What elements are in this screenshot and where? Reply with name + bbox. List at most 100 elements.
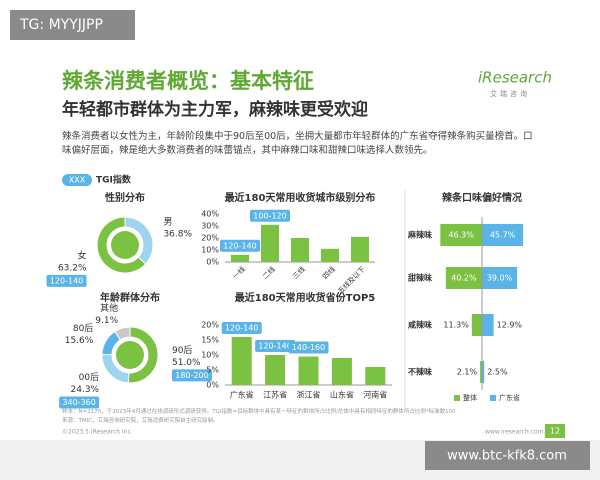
- tgi-pill: [220, 239, 260, 252]
- tgi-label: 120-140: [50, 276, 83, 285]
- url: www.iresearch.com.cn: [485, 429, 553, 436]
- bar: [261, 224, 279, 262]
- tgi-label: 120-140: [223, 241, 256, 250]
- legend-sample: XXX: [69, 176, 86, 185]
- tgi-label: 100-120: [253, 211, 286, 220]
- category-label: 咸辣味: [408, 320, 432, 330]
- category-label: 麻辣味: [407, 230, 432, 240]
- slice-label: 其他: [100, 302, 118, 314]
- category-label: 甜辣味: [408, 273, 432, 283]
- tgi-pill: [255, 340, 296, 352]
- tgi-label: 140-160: [292, 343, 325, 352]
- tgi-pill: [59, 396, 100, 409]
- center-icon: [111, 231, 139, 259]
- value-label: 39.0%: [487, 274, 513, 283]
- bar: [482, 224, 524, 246]
- chart-title: 辣条口味偏好情况: [442, 191, 522, 204]
- slice-label: 女: [78, 249, 87, 261]
- y-tick-label: 0%: [206, 258, 219, 267]
- donut-slice: [114, 326, 131, 341]
- bar: [445, 267, 482, 289]
- value-label: 12.9%: [497, 321, 523, 330]
- slice-label: 80后: [73, 323, 93, 334]
- legend-label: 广东省: [499, 393, 520, 402]
- category-label: 不辣味: [408, 367, 432, 377]
- x-tick-label: 三线: [291, 264, 307, 280]
- tgi-pill: [46, 274, 87, 287]
- source: 来源：TMIC，艾瑞咨询研究院，艾瑞消费研究院自主研究绘制。: [62, 418, 219, 424]
- chart-title: 最近180天常用收货城市级别分布: [225, 191, 376, 204]
- legend-pill: [62, 174, 92, 186]
- chart-title: 最近180天常用收货省份TOP5: [235, 291, 376, 304]
- slice-value: 24.3%: [71, 385, 100, 395]
- watermark-box: [425, 441, 590, 470]
- slice-value: 36.8%: [163, 230, 192, 240]
- y-tick-label: 10%: [201, 351, 219, 360]
- logo-sub: 艾瑞咨询: [490, 89, 530, 98]
- x-tick-label: 二线: [261, 264, 277, 280]
- chart-title: 年龄群体分布: [100, 291, 160, 304]
- x-tick-label: 山东省: [330, 390, 354, 400]
- tgi-pill: [250, 209, 290, 222]
- legend-label: 整体: [463, 393, 477, 402]
- bar: [265, 355, 286, 385]
- y-tick-label: 40%: [201, 210, 219, 219]
- footnote: 样本：N=2175，于2023年4月通过在线调研形式调研获得。TGI指数=目标群…: [62, 409, 456, 415]
- legend-swatch: [490, 395, 496, 401]
- slice-label: 00后: [79, 372, 99, 383]
- x-tick-label: 五线及以下: [336, 264, 367, 295]
- y-tick-label: 10%: [201, 246, 219, 255]
- x-tick-label: 浙江省: [297, 390, 321, 400]
- y-tick-label: 20%: [201, 234, 219, 243]
- x-tick-label: 广东省: [230, 390, 254, 400]
- y-tick-label: 20%: [201, 321, 219, 330]
- chart-title: 性别分布: [104, 191, 145, 204]
- subtitle: 年轻都市群体为主力军，麻辣味更受欢迎: [62, 99, 368, 120]
- bar: [365, 367, 386, 385]
- x-tick-label: 四线: [321, 264, 337, 280]
- watermark-box: [10, 10, 135, 40]
- value-label: 2.1%: [457, 368, 478, 377]
- bar: [482, 267, 518, 289]
- value-label: 40.2%: [451, 274, 477, 283]
- tgi-pill: [221, 322, 262, 334]
- value-label: 46.3%: [448, 231, 474, 240]
- watermark: TG: MYYJJPP: [19, 17, 103, 33]
- logo: iResearch: [478, 69, 552, 87]
- legend-label: TGI指数: [96, 174, 132, 186]
- x-tick-label: 一线: [231, 264, 247, 280]
- tgi-label: 120-140: [225, 324, 258, 333]
- y-tick-label: 30%: [201, 222, 219, 231]
- bar: [321, 248, 339, 262]
- bar: [482, 361, 485, 383]
- tgi-label: 120-140: [258, 342, 291, 351]
- donut-slice: [96, 216, 147, 274]
- bar: [231, 337, 252, 385]
- slice-value: 51.0%: [172, 358, 201, 368]
- slice-value: 9.1%: [95, 316, 118, 326]
- center-icon: [116, 341, 144, 369]
- slice-value: 63.2%: [58, 263, 87, 273]
- legend-swatch: [454, 395, 460, 401]
- copyright: ©2023.5 iResearch Inc.: [62, 429, 133, 436]
- value-label: 2.5%: [487, 368, 508, 377]
- slice-label: 男: [163, 217, 172, 228]
- tgi-pill: [288, 341, 329, 354]
- bar: [291, 238, 309, 262]
- value-label: 11.3%: [443, 321, 469, 330]
- slice-value: 15.6%: [65, 336, 94, 346]
- value-label: 45.7%: [490, 231, 516, 240]
- bar: [480, 361, 482, 383]
- slice-label: 90后: [172, 345, 192, 356]
- page-box: [545, 424, 565, 438]
- bar: [298, 356, 319, 385]
- tgi-pill: [171, 369, 212, 382]
- summary: 辣条消费者以女性为主，年龄阶段集中于90后至00后，坐拥大量都市年轻群体的广东省…: [62, 131, 533, 156]
- y-tick-label: 5%: [206, 366, 219, 375]
- tgi-label: 180-200: [175, 371, 208, 380]
- bar: [351, 236, 369, 262]
- bar: [331, 358, 352, 385]
- bar: [482, 314, 494, 336]
